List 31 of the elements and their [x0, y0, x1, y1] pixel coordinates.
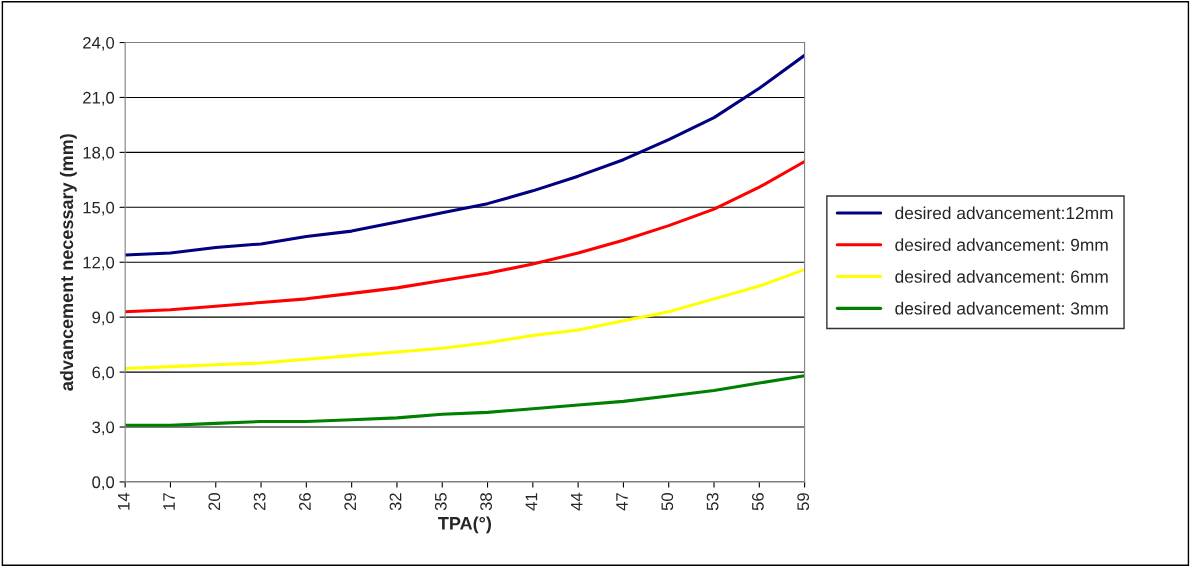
legend-label: desired advancement: 3mm [895, 301, 1108, 315]
legend-label: desired advancement: 6mm [895, 270, 1108, 283]
y-tick-label: 18,0 [83, 146, 115, 161]
x-tick-label: 20 [208, 493, 221, 511]
x-tick-label: 56 [751, 493, 764, 511]
x-tick-label: 53 [706, 493, 719, 511]
y-tick-label: 21,0 [83, 91, 115, 106]
legend-label: desired advancement:12mm [895, 206, 1113, 220]
x-tick-label: 59 [797, 493, 810, 511]
y-tick-label: 9,0 [92, 311, 115, 326]
y-tick-label: 6,0 [92, 366, 115, 381]
x-tick-label: 44 [570, 492, 583, 511]
x-tick-label: 35 [434, 493, 447, 511]
x-tick-label: 41 [525, 493, 538, 511]
x-tick-label: 47 [616, 493, 628, 511]
x-axis-title: TPA(°) [438, 516, 491, 534]
x-tick-label: 23 [253, 493, 266, 511]
y-tick-label: 12,0 [83, 256, 115, 271]
x-tick-label: 14 [118, 492, 130, 510]
x-tick-label: 32 [389, 493, 402, 511]
legend-label: desired advancement: 9mm [895, 238, 1108, 251]
x-tick-label: 17 [163, 493, 175, 510]
y-tick-label: 0,0 [92, 476, 115, 491]
x-tick-label: 29 [344, 493, 357, 511]
x-tick-label: 50 [661, 493, 674, 511]
y-tick-label: 3,0 [92, 421, 115, 436]
y-axis-title: advancement necessary (mm) [59, 134, 77, 391]
x-tick-label: 38 [480, 493, 492, 511]
x-tick-label: 26 [299, 493, 311, 511]
y-tick-label: 24,0 [83, 36, 115, 51]
y-tick-label: 15,0 [83, 201, 115, 216]
